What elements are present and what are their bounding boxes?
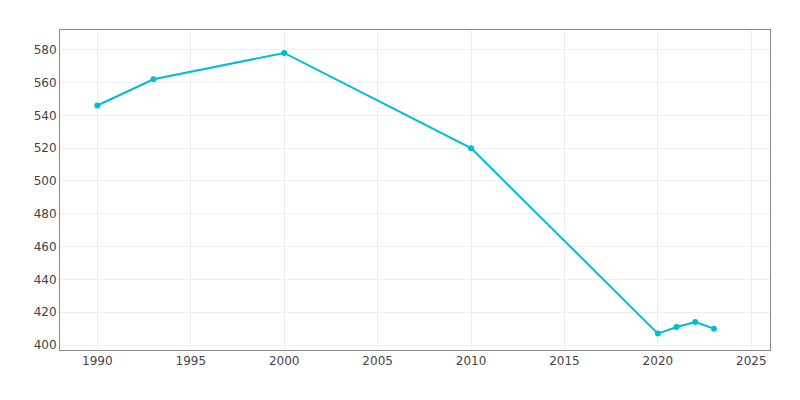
svg-text:2000: 2000 xyxy=(269,354,300,368)
svg-text:2025: 2025 xyxy=(736,354,767,368)
svg-text:2020: 2020 xyxy=(643,354,674,368)
svg-text:2005: 2005 xyxy=(362,354,393,368)
svg-text:440: 440 xyxy=(34,273,57,287)
svg-text:460: 460 xyxy=(34,240,57,254)
svg-text:560: 560 xyxy=(34,76,57,90)
svg-text:1995: 1995 xyxy=(176,354,207,368)
svg-text:2015: 2015 xyxy=(549,354,580,368)
svg-text:400: 400 xyxy=(34,338,57,352)
svg-text:2010: 2010 xyxy=(456,354,487,368)
svg-text:420: 420 xyxy=(34,305,57,319)
svg-text:500: 500 xyxy=(34,174,57,188)
svg-text:580: 580 xyxy=(34,43,57,57)
svg-text:540: 540 xyxy=(34,109,57,123)
svg-text:520: 520 xyxy=(34,141,57,155)
svg-text:1990: 1990 xyxy=(82,354,113,368)
svg-text:480: 480 xyxy=(34,207,57,221)
